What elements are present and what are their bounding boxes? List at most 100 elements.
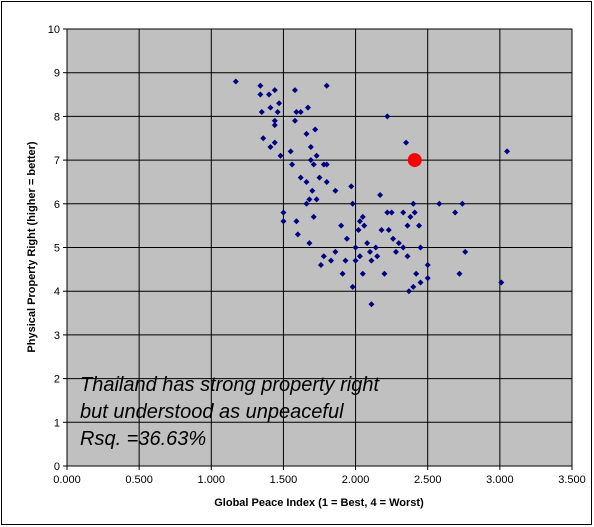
data-point [436,200,443,207]
data-point [424,261,431,268]
data-point [361,222,368,229]
data-point [459,200,466,207]
y-tick-label: 3 [54,330,60,342]
data-point [293,218,300,225]
data-point [257,91,264,98]
data-point [385,227,392,234]
data-point [395,240,402,247]
data-point [377,192,384,199]
data-point [390,235,397,242]
y-tick-label: 7 [54,155,60,167]
y-axis-title: Physical Property Right (higher = better… [26,141,38,353]
data-point [374,253,381,260]
data-point [504,148,511,155]
chart-annotation: Thailand has strong property right but u… [80,374,380,450]
data-point [384,209,391,216]
data-point [323,161,330,168]
data-point [349,283,356,290]
data-points [232,78,511,308]
annotation-line-2: but understood as unpeaceful [80,401,344,423]
data-point [381,270,388,277]
data-point [313,152,320,159]
data-point [297,109,304,116]
x-tick-label: 1.000 [198,474,226,486]
x-tick-label: 3.000 [486,474,514,486]
data-point [267,104,274,111]
data-point [297,174,304,181]
data-point [276,100,283,107]
data-point [343,235,350,242]
annotation-line-3: Rsq. =36.63% [80,428,206,450]
data-point [342,257,349,264]
data-point [304,104,311,111]
y-tick-label: 2 [54,374,60,386]
data-point [452,209,459,216]
data-point [356,218,363,225]
data-point [323,82,330,89]
data-point [352,257,359,264]
data-point [306,196,313,203]
data-point [384,113,391,120]
data-point [303,130,310,137]
data-point [392,248,399,255]
data-point [258,109,265,116]
data-point [303,200,310,207]
data-point [232,78,239,85]
y-tick-label: 8 [54,111,60,123]
data-point [367,248,373,255]
data-point [260,135,267,142]
data-point [274,109,281,116]
data-point [291,117,298,124]
data-point [287,148,294,155]
data-point [309,187,316,194]
data-point [339,270,346,277]
data-point [424,275,431,282]
data-point [356,253,363,260]
x-tick-label: 3.500 [558,474,586,486]
data-point [271,122,278,129]
data-point [410,200,417,207]
data-point [280,209,287,216]
data-point [378,227,385,234]
data-point [410,283,417,290]
y-tick-label: 5 [54,243,60,255]
x-tick-label: 2.000 [342,474,370,486]
data-point [271,87,278,94]
data-point [462,248,469,255]
data-point [352,244,359,251]
data-point [372,244,379,251]
data-point [416,222,423,229]
data-point [400,209,407,216]
data-point [388,209,395,216]
data-point [316,174,323,181]
data-point [307,143,314,150]
highlight-point [407,153,422,168]
data-point [411,209,418,216]
data-point [266,91,272,98]
data-point [271,117,278,124]
x-tick-label: 2.500 [414,474,442,486]
data-point [498,279,505,286]
data-point [338,222,345,229]
data-point [359,270,366,277]
data-point [328,257,335,264]
data-point [348,183,355,190]
data-point [400,244,407,251]
data-point [317,261,324,268]
grid-lines [67,28,573,466]
data-point [355,227,362,234]
y-tick-label: 9 [54,68,60,80]
data-point [303,178,310,185]
data-point [404,253,411,260]
data-point [310,213,317,220]
data-point [280,218,287,225]
y-tick-label: 4 [54,286,60,298]
data-point [413,270,420,277]
data-point [359,213,366,220]
data-point [313,196,320,203]
data-point [417,244,424,251]
data-point [310,161,317,168]
data-point [306,240,313,247]
